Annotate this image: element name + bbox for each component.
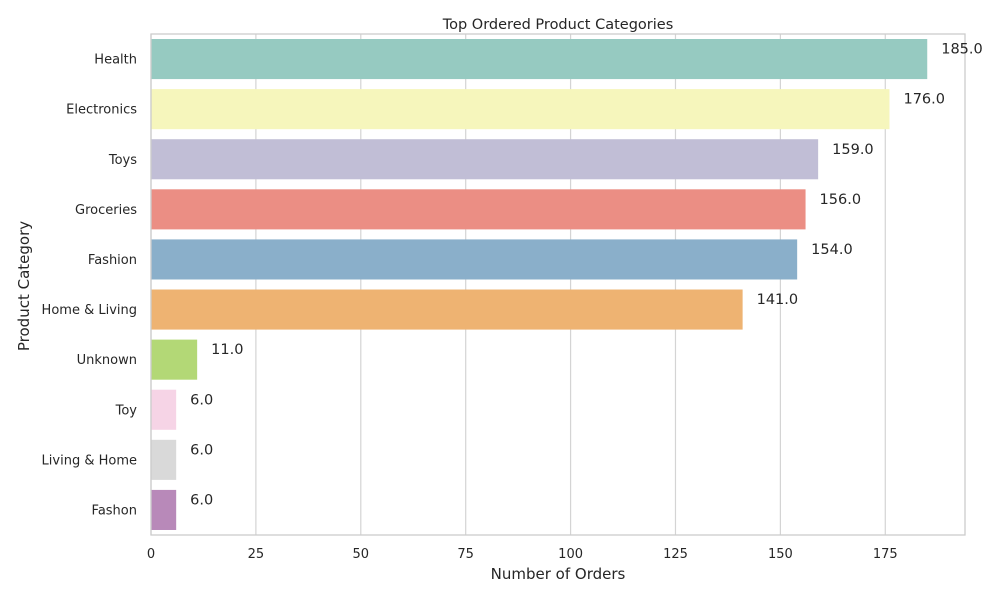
x-tick-label: 0	[147, 547, 155, 562]
bar	[151, 439, 177, 480]
y-tick-label: Toys	[108, 153, 137, 168]
data-label: 11.0	[211, 342, 243, 358]
y-tick-labels: Health Electronics Toys Groceries Fashion Hom…	[42, 53, 138, 519]
x-tick-label: 75	[457, 547, 474, 562]
y-tick-label: Home & Living	[42, 303, 137, 318]
data-label: 185.0	[941, 42, 983, 58]
y-tick-label: Fashion	[88, 253, 137, 268]
bar	[151, 39, 928, 80]
y-tick-label: Living & Home	[42, 453, 137, 468]
y-tick-label: Unknown	[77, 353, 137, 368]
bar	[151, 189, 806, 230]
y-tick-label: Health	[94, 53, 137, 68]
x-tick-label: 175	[873, 547, 898, 562]
x-tick-labels: 0 25 50 75 100 125 150 175	[147, 547, 898, 562]
x-tick-label: 50	[353, 547, 370, 562]
data-label: 6.0	[190, 392, 213, 408]
chart-title: Top Ordered Product Categories	[442, 17, 674, 33]
x-tick-label: 25	[248, 547, 265, 562]
x-axis-title: Number of Orders	[491, 565, 626, 583]
data-labels: 185.0 176.0 159.0 156.0 154.0 141.0 11.0 6.0 6.0…	[190, 42, 983, 509]
bars	[151, 39, 928, 530]
data-label: 6.0	[190, 442, 213, 458]
data-label: 6.0	[190, 493, 213, 509]
y-tick-label: Groceries	[75, 203, 137, 218]
x-tick-label: 150	[768, 547, 793, 562]
data-label: 141.0	[757, 292, 799, 308]
y-tick-label: Electronics	[66, 103, 137, 118]
data-label: 154.0	[811, 242, 853, 258]
bar	[151, 339, 198, 380]
y-tick-label: Toy	[115, 403, 138, 418]
data-label: 176.0	[903, 92, 945, 108]
bar	[151, 389, 177, 430]
bar	[151, 239, 798, 280]
x-tick-label: 125	[663, 547, 688, 562]
plot-frame	[150, 33, 966, 536]
y-axis-title: Product Category	[15, 221, 33, 351]
data-label: 159.0	[832, 142, 874, 158]
bar	[151, 289, 743, 330]
x-tick-label: 100	[558, 547, 583, 562]
bar	[151, 489, 177, 530]
bar	[151, 139, 819, 180]
y-tick-label: Fashon	[92, 503, 137, 518]
bar	[151, 89, 890, 130]
data-label: 156.0	[820, 192, 862, 208]
